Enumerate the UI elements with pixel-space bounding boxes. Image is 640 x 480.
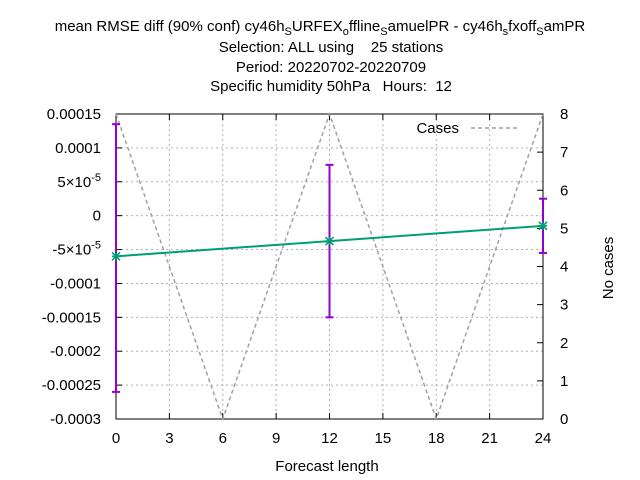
y-tick-exponent: -5 — [91, 172, 101, 184]
chart-subtitle: Selection: ALL using 25 stations — [219, 39, 444, 56]
y-tick-label: -0.00025 — [42, 377, 101, 394]
y2-tick-label: 1 — [560, 373, 568, 390]
rmse-diff-point — [324, 236, 335, 246]
y2-tick-label: 0 — [560, 411, 568, 428]
y-tick-label: -5×10-5 — [52, 240, 101, 259]
chart-title-part: S — [285, 26, 292, 38]
y2-tick-label: 4 — [560, 259, 568, 276]
y-tick-label: -0.0001 — [50, 275, 101, 292]
chart-subtitle: Period: 20220702-20220709 — [236, 59, 426, 76]
x-tick-label: 9 — [272, 430, 280, 447]
legend-label-cases: Cases — [416, 120, 459, 137]
x-tick-label: 21 — [481, 430, 498, 447]
cases-line — [115, 111, 544, 422]
y-tick-label: 0.0001 — [55, 140, 101, 157]
x-tick-label: 24 — [535, 430, 552, 447]
chart-title-part: S — [536, 26, 543, 38]
chart-title: mean RMSE diff (90% conf) cy46hSURFEXoff… — [55, 18, 586, 38]
y2-tick-label: 2 — [560, 335, 568, 352]
chart-title-part: o — [343, 26, 349, 38]
x-tick-label: 0 — [112, 430, 120, 447]
rmse-diff-point — [538, 221, 548, 231]
chart-title-part: amPR — [544, 18, 586, 35]
y-tick-label: 0 — [93, 208, 101, 225]
y-tick-label: -0.0002 — [50, 343, 101, 360]
x-axis-label: Forecast length — [275, 458, 378, 475]
x-tick-label: 18 — [428, 430, 445, 447]
chart-title-part: S — [380, 26, 387, 38]
x-tick-label: 3 — [165, 430, 173, 447]
legend: Cases — [416, 120, 517, 137]
rmse-diff-point — [111, 251, 121, 261]
x-tick-label: 6 — [219, 430, 227, 447]
x-tick-label: 15 — [375, 430, 392, 447]
chart-title-part: mean RMSE diff (90% conf) cy46h — [55, 18, 285, 35]
y-tick-label: -0.0003 — [50, 411, 101, 428]
chart-title-part: URFEX — [292, 18, 343, 35]
y-tick-label: -0.00015 — [42, 309, 101, 326]
y2-tick-label: 6 — [560, 182, 568, 199]
chart-title-part: ffline — [349, 18, 380, 35]
y2-tick-label: 7 — [560, 144, 568, 161]
y2-axis-label: No cases — [600, 237, 617, 300]
y2-tick-label: 8 — [560, 106, 568, 123]
chart-title-part: s — [503, 26, 509, 38]
y-tick-label: 5×10-5 — [57, 172, 101, 191]
y2-tick-label: 3 — [560, 297, 568, 314]
y2-tick-label: 5 — [560, 220, 568, 237]
y-tick-label: 0.00015 — [47, 106, 101, 123]
chart-title-part: fxoff — [508, 18, 537, 35]
y-tick-exponent: -5 — [91, 240, 101, 252]
chart-title-part: amuelPR - cy46h — [388, 18, 503, 35]
chart-subtitle: Specific humidity 50hPa Hours: 12 — [210, 78, 452, 95]
x-tick-label: 12 — [321, 430, 338, 447]
